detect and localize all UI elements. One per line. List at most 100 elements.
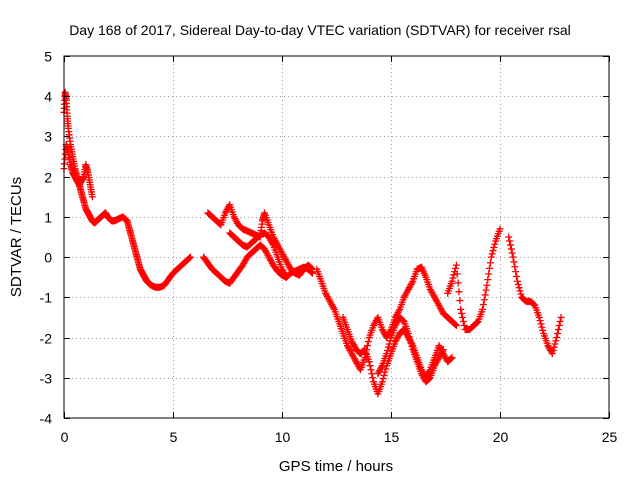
x-axis-label: GPS time / hours bbox=[279, 458, 393, 475]
y-tick-label: 5 bbox=[44, 49, 52, 65]
data-point bbox=[457, 305, 465, 313]
data-point bbox=[395, 307, 403, 315]
data-point bbox=[367, 366, 375, 374]
data-point bbox=[460, 321, 468, 329]
data-point bbox=[450, 271, 458, 279]
series-sdtvar-segment-6 bbox=[313, 263, 460, 374]
data-point bbox=[453, 270, 461, 278]
data-point bbox=[538, 323, 546, 331]
data-point bbox=[510, 258, 518, 266]
data-point bbox=[380, 371, 388, 379]
data-point bbox=[536, 317, 544, 325]
data-point bbox=[505, 233, 513, 241]
data-point bbox=[483, 281, 491, 289]
data-point bbox=[368, 370, 376, 378]
series-sdtvar-segment-10 bbox=[505, 233, 565, 358]
data-point bbox=[487, 253, 495, 261]
data-point bbox=[452, 264, 460, 272]
data-point bbox=[479, 305, 487, 313]
data-points bbox=[60, 88, 565, 398]
y-tick-label: 2 bbox=[44, 170, 52, 186]
data-point bbox=[268, 239, 276, 247]
x-tick-label: 15 bbox=[384, 429, 400, 445]
data-point bbox=[506, 237, 514, 245]
data-point bbox=[512, 268, 520, 276]
data-point bbox=[506, 241, 514, 249]
data-point bbox=[369, 374, 377, 382]
data-point bbox=[456, 297, 464, 305]
data-point bbox=[554, 326, 562, 334]
data-point bbox=[508, 249, 516, 257]
data-point bbox=[479, 301, 487, 309]
data-point bbox=[281, 272, 289, 280]
data-point bbox=[485, 270, 493, 278]
data-point bbox=[329, 304, 337, 312]
series-sdtvar-segment-1 bbox=[60, 88, 194, 291]
chart-title: Day 168 of 2017, Sidereal Day-to-day VTE… bbox=[69, 22, 571, 38]
data-point bbox=[484, 276, 492, 284]
data-point bbox=[308, 264, 316, 272]
data-point bbox=[186, 253, 194, 261]
data-point bbox=[452, 321, 460, 329]
data-point bbox=[455, 288, 463, 296]
series-sdtvar-segment-5 bbox=[226, 229, 290, 281]
x-tick-label: 20 bbox=[493, 429, 509, 445]
data-point bbox=[452, 321, 460, 329]
y-tick-label: -3 bbox=[40, 371, 53, 387]
data-point bbox=[550, 343, 558, 351]
plot-frame bbox=[63, 55, 610, 419]
data-point bbox=[482, 286, 490, 294]
data-point bbox=[459, 317, 467, 325]
data-point bbox=[516, 287, 524, 295]
data-point bbox=[379, 375, 387, 383]
y-tick-label: -1 bbox=[40, 290, 53, 306]
data-point bbox=[386, 337, 394, 345]
data-point bbox=[407, 339, 415, 347]
y-tick-labels: -4 -3 -2 -1 0 1 2 3 4 5 bbox=[40, 49, 53, 427]
series-sdtvar-segment-8 bbox=[374, 313, 447, 386]
data-point bbox=[509, 253, 517, 261]
series-sdtvar-segment-3 bbox=[200, 241, 317, 287]
y-tick-label: 4 bbox=[44, 89, 52, 105]
data-point bbox=[405, 333, 413, 341]
data-point bbox=[490, 243, 498, 251]
y-tick-label: 1 bbox=[44, 210, 52, 226]
data-point bbox=[448, 277, 456, 285]
data-point bbox=[383, 350, 391, 358]
data-point bbox=[385, 340, 393, 348]
data-point bbox=[513, 272, 521, 280]
data-point bbox=[282, 273, 290, 281]
data-point bbox=[486, 259, 494, 267]
data-point bbox=[452, 261, 460, 269]
data-point bbox=[378, 378, 386, 386]
data-point bbox=[88, 193, 96, 201]
data-point bbox=[406, 336, 414, 344]
data-point bbox=[557, 313, 565, 321]
x-tick-label: 0 bbox=[61, 429, 69, 445]
data-point bbox=[553, 334, 561, 342]
y-tick-label: -2 bbox=[40, 331, 53, 347]
y-tick-label: 0 bbox=[44, 250, 52, 266]
data-point bbox=[539, 326, 547, 334]
data-point bbox=[377, 363, 385, 371]
data-point bbox=[491, 240, 499, 248]
data-point bbox=[408, 279, 416, 287]
data-point bbox=[549, 346, 557, 354]
data-point bbox=[537, 320, 545, 328]
x-tick-label: 10 bbox=[275, 429, 291, 445]
series-sdtvar-segment-2 bbox=[60, 140, 96, 201]
series-sdtvar-segment-9 bbox=[444, 225, 504, 334]
data-point bbox=[517, 290, 525, 298]
data-point bbox=[486, 264, 494, 272]
data-point bbox=[511, 263, 519, 271]
data-point bbox=[552, 337, 560, 345]
data-point bbox=[381, 368, 389, 376]
data-point bbox=[496, 225, 504, 233]
data-point bbox=[366, 362, 374, 370]
data-point bbox=[364, 338, 372, 346]
data-point bbox=[554, 330, 562, 338]
data-point bbox=[365, 358, 373, 366]
data-point bbox=[535, 313, 543, 321]
data-point bbox=[458, 309, 466, 317]
